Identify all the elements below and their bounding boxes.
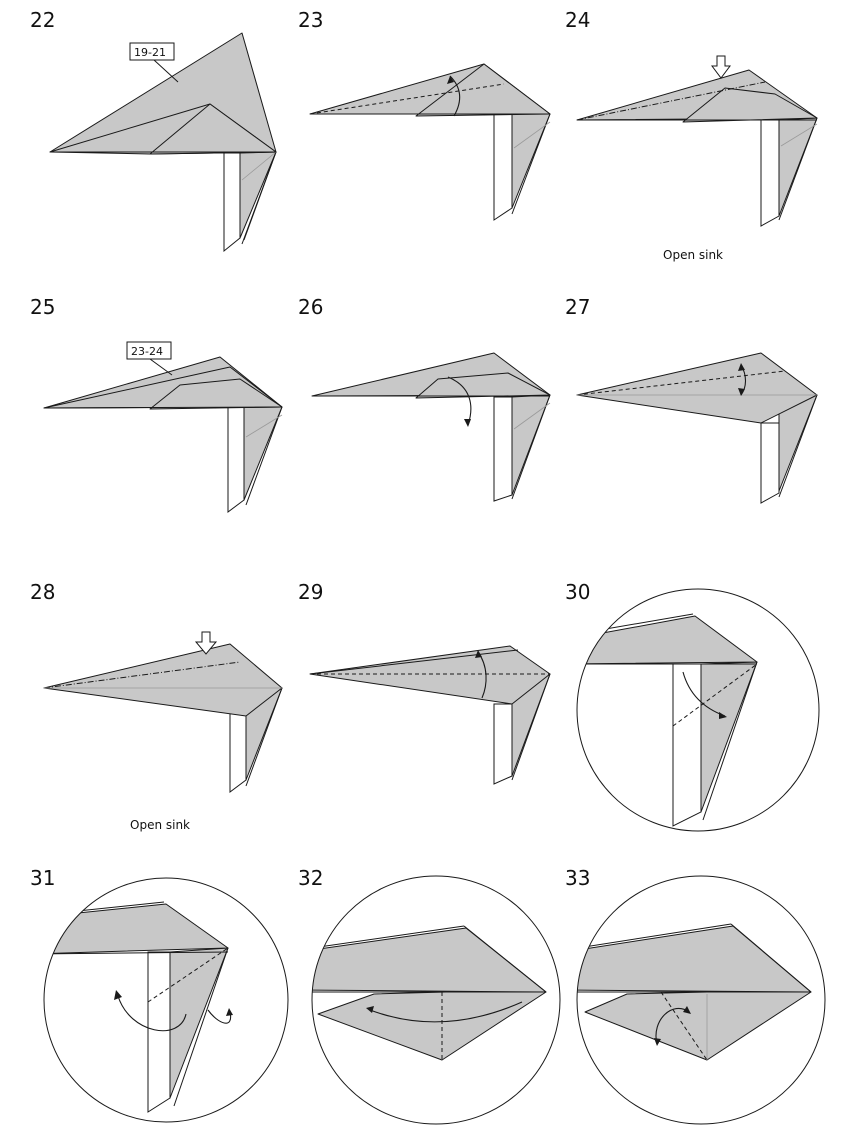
step-29: 29 xyxy=(298,580,568,860)
body-flap xyxy=(577,615,758,665)
step-26: 26 xyxy=(298,295,568,575)
step-30: 30 xyxy=(565,580,835,860)
fold-arrow xyxy=(117,995,187,1032)
step-number: 23 xyxy=(298,8,324,32)
body-flap xyxy=(312,927,547,993)
step-caption: Open sink xyxy=(130,818,191,832)
step-31: 31 xyxy=(30,866,300,1146)
leg-white xyxy=(223,152,241,253)
valley-fold xyxy=(147,947,229,1003)
step-number: 30 xyxy=(565,580,591,604)
step-28-diagram xyxy=(43,631,283,793)
leg-white xyxy=(493,113,513,221)
leg-white xyxy=(493,703,513,785)
body-flap xyxy=(577,925,812,993)
leg-grey xyxy=(169,947,229,1099)
push-arrow xyxy=(194,631,218,655)
step-30-diagram xyxy=(576,588,820,832)
push-arrow xyxy=(711,55,731,79)
ref-label: 19-21 xyxy=(134,46,166,59)
step-22-diagram: 19-21 xyxy=(49,32,277,253)
step-33: 33 xyxy=(565,866,835,1146)
unfold-arrow xyxy=(207,1009,232,1024)
valley-fold xyxy=(672,663,758,727)
leg-white xyxy=(493,396,513,502)
leg-grey xyxy=(700,661,758,813)
step-23: 23 xyxy=(298,8,568,288)
detail-circle xyxy=(43,877,289,1123)
step-32: 32 xyxy=(298,866,568,1146)
lower-flap xyxy=(317,991,547,1061)
step-28: 28 Open sink xyxy=(30,580,300,860)
mountain-fold xyxy=(576,81,766,121)
step-number: 25 xyxy=(30,295,56,319)
step-25: 25 23-24 xyxy=(30,295,300,575)
body-flap xyxy=(309,645,551,705)
step-27-diagram xyxy=(576,352,818,504)
step-22: 22 19-21 xyxy=(30,8,300,288)
step-24-diagram xyxy=(576,55,818,227)
leg-white xyxy=(672,663,702,827)
step-number: 22 xyxy=(30,8,56,32)
body-flap xyxy=(44,903,229,955)
ref-label-box xyxy=(126,341,172,360)
step-number: 32 xyxy=(298,866,324,890)
step-number: 27 xyxy=(565,295,591,319)
leg-white xyxy=(147,951,171,1113)
step-31-diagram xyxy=(43,877,289,1123)
leg-grey xyxy=(239,151,277,239)
step-number: 26 xyxy=(298,295,324,319)
ref-label-box xyxy=(129,42,175,61)
valley-fold xyxy=(309,83,505,115)
step-23-diagram xyxy=(309,63,551,221)
body-flap xyxy=(576,352,818,424)
front-flap xyxy=(415,63,551,117)
step-24: 24 Open sink xyxy=(565,8,835,288)
body-flap xyxy=(43,643,283,717)
leg-white xyxy=(229,707,247,793)
step-29-diagram xyxy=(309,645,551,785)
step-caption: Open sink xyxy=(663,248,724,262)
detail-circle xyxy=(576,875,826,1125)
ref-label: 23-24 xyxy=(131,345,163,358)
detail-circle xyxy=(576,588,820,832)
step-25-diagram: 23-24 xyxy=(43,341,283,513)
leg-grey xyxy=(243,406,283,501)
step-number: 33 xyxy=(565,866,591,890)
step-number: 28 xyxy=(30,580,56,604)
front-flap xyxy=(149,103,277,155)
front-flap xyxy=(682,87,818,123)
fold-arrow xyxy=(369,1001,523,1023)
leg-white xyxy=(227,406,245,513)
step-33-diagram xyxy=(576,875,826,1125)
detail-circle xyxy=(311,875,561,1125)
step-26-diagram xyxy=(311,352,551,502)
leg-white xyxy=(760,119,780,227)
leg-white xyxy=(760,422,780,504)
fold-arrow xyxy=(655,1007,690,1045)
step-number: 24 xyxy=(565,8,591,32)
step-number: 31 xyxy=(30,866,56,890)
step-27: 27 xyxy=(565,295,835,575)
fold-arrow xyxy=(449,75,461,117)
step-number: 29 xyxy=(298,580,324,604)
step-32-diagram xyxy=(311,875,561,1125)
lower-flap xyxy=(584,991,812,1061)
